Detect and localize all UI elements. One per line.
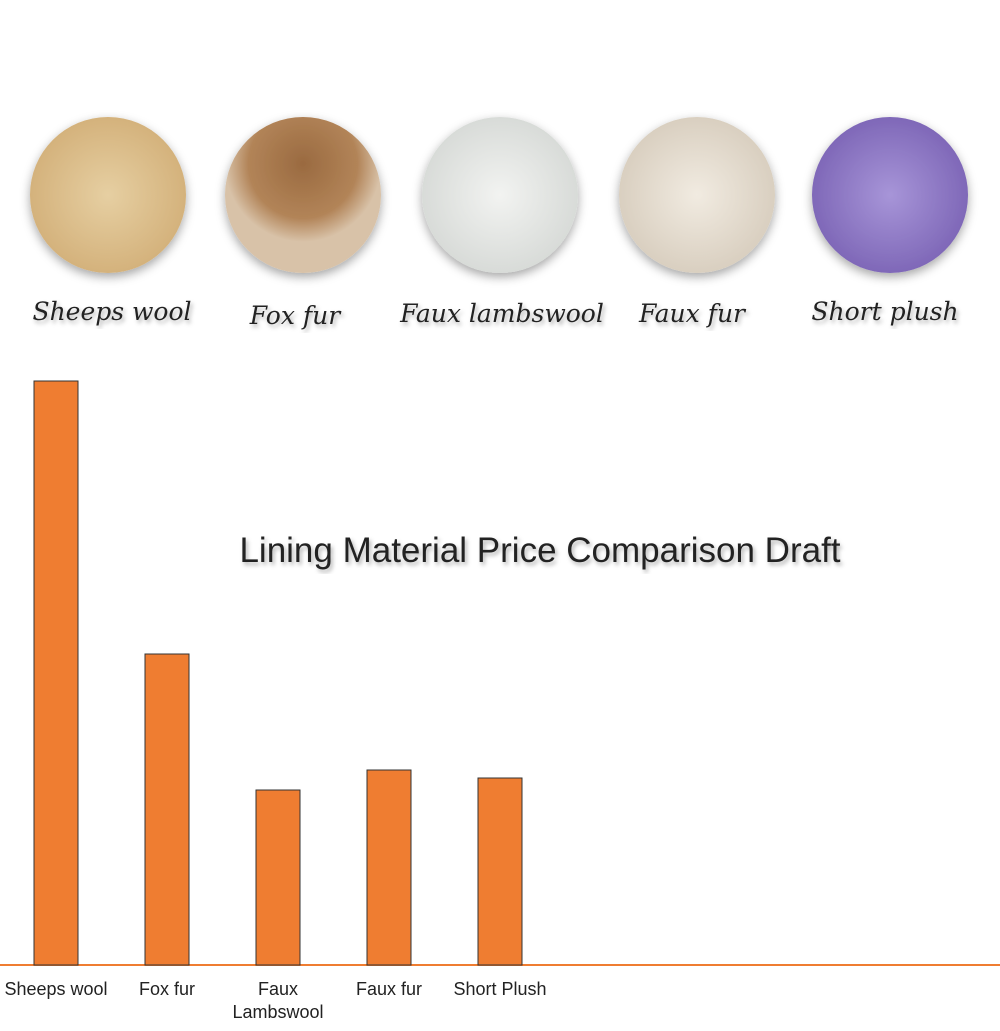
bar: [144, 653, 190, 966]
swatch: [30, 117, 186, 273]
bar: [366, 769, 412, 966]
x-tick-label: Sheeps wool: [4, 979, 108, 999]
bar: [477, 777, 523, 966]
swatch-label: Faux fur: [638, 299, 747, 328]
x-tick-label: Faux Lambswool: [232, 979, 324, 1022]
chart-title: Lining Material Price Comparison Draft: [239, 531, 840, 570]
swatch: [619, 117, 775, 273]
swatch: [225, 117, 381, 273]
swatch: [422, 117, 578, 273]
x-tick-label: Fox fur: [139, 979, 196, 999]
bar: [255, 789, 301, 966]
swatch-label: Short plush: [811, 297, 958, 326]
swatch: [812, 117, 968, 273]
swatch-label: Fox fur: [249, 301, 342, 330]
swatch-label: Faux lambswool: [399, 299, 604, 328]
x-tick-label: Short Plush: [453, 979, 547, 999]
x-tick-label: Faux fur: [356, 979, 423, 999]
swatch-label: Sheeps wool: [32, 297, 191, 326]
bar: [33, 380, 79, 966]
